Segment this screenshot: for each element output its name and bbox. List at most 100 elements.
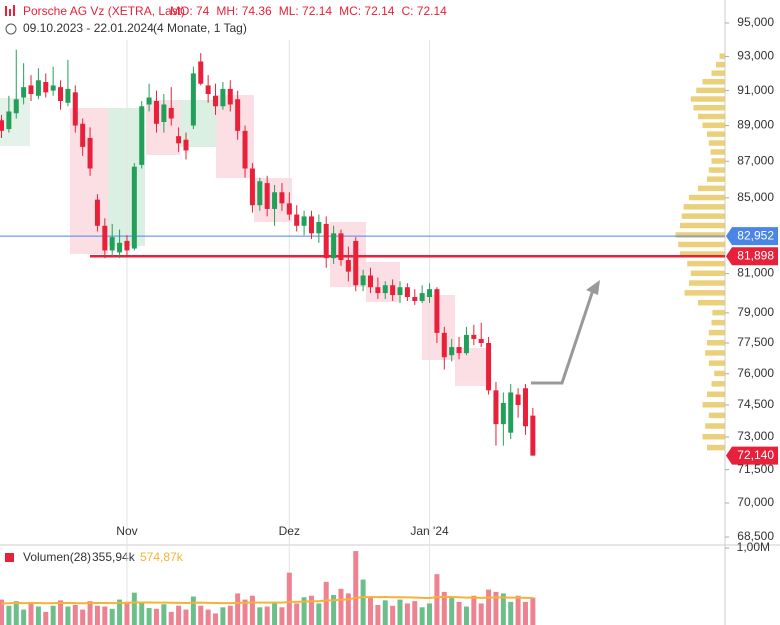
- candle-body: [264, 183, 270, 209]
- volume-bar: [205, 609, 211, 625]
- volume-bar: [412, 601, 418, 625]
- volume-bar: [13, 601, 19, 625]
- candle-body: [345, 260, 351, 272]
- candle-body: [522, 388, 528, 427]
- volume-bar: [43, 611, 49, 625]
- candle-body: [294, 214, 300, 226]
- candle-body: [87, 137, 93, 169]
- y-tick-label: 85,000: [737, 190, 774, 204]
- candle-body: [153, 101, 159, 124]
- volume-bar: [500, 593, 506, 625]
- candle-body: [382, 285, 388, 294]
- volume-bar: [419, 607, 425, 625]
- candle-body: [434, 289, 440, 333]
- volume-ma-label: 574,87k: [140, 550, 184, 564]
- candle-body: [353, 240, 359, 286]
- volume-bar: [279, 607, 285, 625]
- candle-body: [397, 287, 403, 296]
- candle-body: [486, 342, 492, 391]
- x-tick-label: Jan '24: [410, 524, 449, 538]
- volume-bar: [198, 605, 204, 625]
- candle-body: [508, 392, 514, 433]
- candle-body: [242, 130, 248, 169]
- profile-bar: [702, 434, 725, 440]
- profile-bar: [702, 78, 725, 85]
- profile-bar: [680, 222, 725, 229]
- volume-bar: [220, 607, 226, 625]
- volume-bar: [109, 608, 115, 625]
- candle-body: [168, 107, 174, 119]
- profile-bar: [693, 104, 725, 111]
- candle-body: [72, 92, 78, 126]
- y-tick-label: 76,000: [737, 366, 774, 380]
- volume-bar: [190, 596, 196, 625]
- profile-bar: [689, 280, 725, 286]
- volume-bar: [235, 593, 241, 625]
- candle-body: [449, 347, 455, 356]
- candle-body: [139, 106, 145, 165]
- candle-body: [412, 297, 418, 301]
- candle-body: [331, 233, 337, 259]
- candle-body: [404, 287, 410, 298]
- profile-bar: [719, 53, 725, 59]
- volume-bar: [375, 604, 381, 625]
- profile-bar: [711, 319, 725, 326]
- volume-bar: [301, 597, 307, 625]
- candle-body: [176, 136, 182, 144]
- volume-bar: [449, 598, 455, 625]
- volume-bar: [478, 603, 484, 625]
- y-tick-label: 1,00M: [737, 540, 770, 554]
- profile-bar: [708, 167, 725, 173]
- profile-bar: [705, 423, 725, 429]
- candle-body: [58, 87, 64, 102]
- profile-bar: [684, 290, 725, 296]
- logo-bar: [5, 6, 7, 16]
- volume-bar: [508, 601, 514, 625]
- candle-body: [235, 99, 241, 131]
- candle-body: [183, 139, 189, 151]
- profile-bar: [712, 309, 725, 316]
- candle-body: [161, 104, 167, 123]
- candle-body: [493, 390, 499, 425]
- volume-bar: [227, 605, 233, 625]
- profile-bar: [707, 391, 725, 398]
- candle-body: [323, 223, 329, 259]
- profile-bar: [707, 131, 725, 137]
- volume-bar: [124, 601, 130, 625]
- logo: [5, 5, 15, 16]
- volume-bar: [397, 599, 403, 625]
- candle-body: [390, 285, 396, 296]
- logo-bar: [13, 5, 15, 16]
- logo-bar: [9, 9, 11, 16]
- volume-bar: [471, 595, 477, 625]
- candle-body: [272, 192, 278, 209]
- y-tick-label: 74,500: [737, 397, 774, 411]
- volume-bar: [58, 600, 64, 625]
- volume-bar: [323, 581, 329, 625]
- candle-body: [21, 87, 27, 98]
- candle-body: [13, 99, 19, 114]
- candle-body: [257, 181, 263, 206]
- candle-body: [80, 123, 86, 147]
- candle-body: [301, 216, 307, 226]
- candle-body: [124, 240, 130, 251]
- volume-bar: [87, 601, 93, 625]
- y-tick-label: 89,000: [737, 118, 774, 132]
- y-tick-label: 73,000: [737, 429, 774, 443]
- candle-body: [279, 192, 285, 204]
- profile-bar: [680, 251, 725, 257]
- candle-body: [308, 216, 314, 234]
- stat: MC: 72.14: [339, 4, 395, 18]
- volume-bar: [28, 602, 34, 625]
- volume-bar: [153, 608, 159, 625]
- y-tick-label: 79,000: [737, 305, 774, 319]
- volume-bar: [294, 603, 300, 625]
- volume-bar: [242, 599, 248, 625]
- profile-bar: [708, 412, 725, 419]
- profile-bar: [708, 360, 725, 366]
- volume-bar: [338, 588, 344, 625]
- volume-label: Volumen(28): [23, 550, 91, 564]
- profile-bar: [687, 260, 725, 267]
